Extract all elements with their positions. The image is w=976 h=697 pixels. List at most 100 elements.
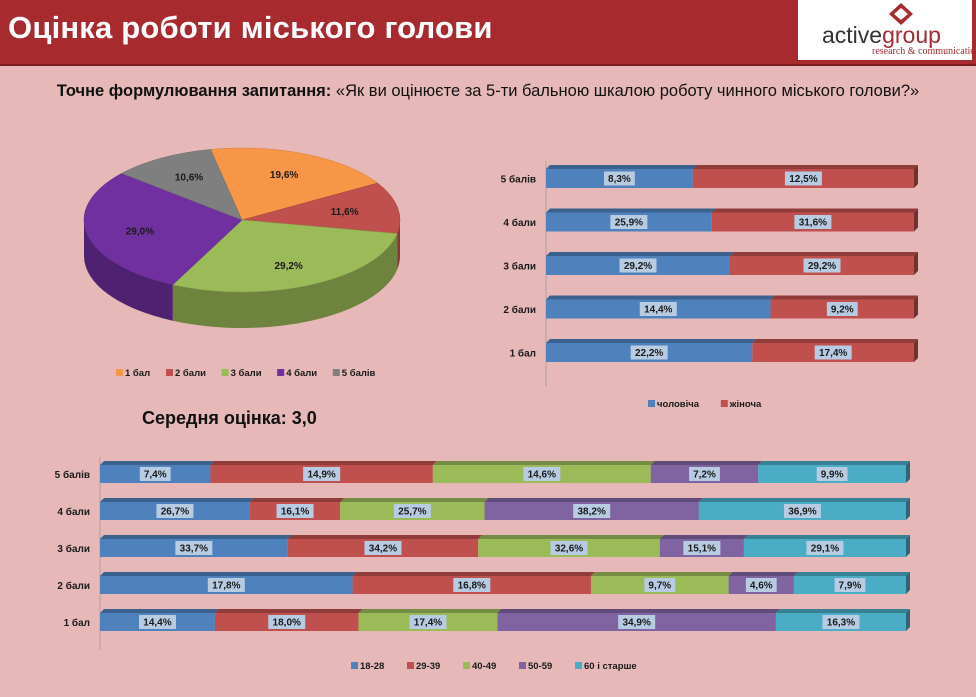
bar-top-2-0 (546, 252, 734, 256)
bar-end-0 (914, 165, 918, 188)
bar-value-label-4-2-bg (409, 615, 447, 629)
bar-end-0 (906, 461, 910, 483)
legend-swatch-3 (519, 662, 526, 669)
pie-value-label-2: 29,2% (274, 261, 302, 272)
bar-value-label-2-0: 29,2% (624, 261, 652, 272)
bar-value-label-3-0: 17,8% (212, 581, 240, 592)
bar-top-2-2 (478, 535, 664, 539)
bar-top-0-2 (432, 461, 655, 465)
category-label-2: 3 бали (57, 543, 90, 555)
pie-slice-3 (83, 173, 243, 285)
bar-value-label-3-1-bg (453, 578, 491, 592)
legend-label-3: 50-59 (528, 661, 552, 672)
bar-value-label-2-1: 29,2% (808, 261, 836, 272)
bar-value-label-3-2-bg (644, 578, 676, 592)
question-text: Точне формулювання запитання: «Як ви оці… (20, 80, 956, 102)
legend-label-1: жіноча (729, 399, 762, 410)
bar-value-label-4-1-bg (814, 345, 852, 360)
category-label-3: 2 бали (57, 580, 90, 592)
page-title: Оцінка роботи міського голови (8, 10, 493, 45)
legend-label-0: 18-28 (360, 661, 384, 672)
bar-value-label-0-0: 7,4% (144, 470, 167, 481)
bar-end-4 (906, 609, 910, 631)
bar-value-label-3-1: 16,8% (458, 581, 486, 592)
legend-label-2: 40-49 (472, 661, 496, 672)
pie-slice-4 (121, 149, 243, 221)
bar-top-4-2 (358, 609, 502, 613)
bar-value-label-1-1: 31,6% (799, 218, 827, 229)
bar-value-label-3-0-bg (207, 578, 245, 592)
bar-value-label-0-2-bg (523, 467, 561, 481)
bar-value-label-2-0-bg (619, 258, 657, 273)
category-label-0: 5 балів (55, 469, 90, 481)
bar-value-label-1-3-bg (573, 504, 611, 518)
bar-top-1-0 (546, 208, 716, 213)
bar-value-label-2-1-bg (803, 258, 841, 273)
bar-value-label-3-4: 7,9% (839, 581, 862, 592)
bar-value-label-1-1: 16,1% (281, 507, 309, 518)
bar-value-label-3-2: 9,7% (648, 581, 671, 592)
bar-value-label-0-0-bg (604, 171, 635, 186)
bar-value-label-4-0-bg (630, 345, 668, 360)
bar-value-label-3-1: 9,2% (831, 305, 854, 316)
bar-top-0-1 (210, 461, 437, 465)
bar-value-label-2-4: 29,1% (811, 544, 839, 555)
bar-top-1-1 (249, 498, 345, 502)
pie-legend-label-2: 3 бали (231, 368, 262, 379)
pie-value-label-1: 11,6% (331, 207, 359, 218)
bar-value-label-1-0: 25,9% (615, 218, 643, 229)
bar-value-label-0-2: 14,6% (528, 470, 556, 481)
bar-top-0-3 (650, 461, 763, 465)
bar-top-2-1 (730, 252, 918, 256)
bar-value-label-4-0-bg (138, 615, 176, 629)
legend-label-4: 60 і старше (584, 661, 637, 672)
legend-swatch-2 (463, 662, 470, 669)
bar-value-label-0-3-bg (689, 467, 720, 481)
bar-end-4 (914, 339, 918, 362)
category-label-0: 5 балів (501, 174, 536, 186)
legend-swatch-1 (720, 400, 728, 407)
legend-label-1: 29-39 (416, 661, 440, 672)
bar-top-4-1 (752, 339, 918, 343)
bar-value-label-3-4-bg (834, 578, 866, 592)
bar-top-4-1 (214, 609, 363, 613)
bar-end-2 (906, 535, 910, 557)
age-bar-chart: 5 балів 7,4% 14,9% 14,6% 7,2% 9,9% 4 бали 26,7%… (55, 457, 910, 672)
category-label-1: 4 бали (57, 506, 90, 518)
bar-top-0-0 (546, 165, 697, 169)
bar-top-3-4 (793, 572, 910, 576)
bar-value-label-2-1-bg (364, 541, 402, 555)
title-bar: Оцінка роботи міського голови activegrou… (0, 0, 976, 66)
bar-end-1 (914, 208, 918, 232)
bar-top-1-1 (711, 208, 918, 213)
category-label-3: 2 бали (503, 304, 536, 316)
bar-top-3-3 (728, 572, 798, 576)
bar-top-3-1 (770, 295, 918, 300)
bar-value-label-1-0-bg (610, 215, 648, 229)
pie-slice-side-2-0 (172, 233, 398, 328)
pie-value-label-4: 10,6% (175, 173, 203, 184)
logo: activegroup research & communications (798, 0, 976, 60)
pie-legend-swatch-1 (166, 369, 173, 376)
bar-value-label-0-1: 12,5% (789, 174, 817, 185)
legend-swatch-4 (575, 662, 582, 669)
bar-value-label-2-1: 34,2% (369, 544, 397, 555)
bar-value-label-4-0: 14,4% (143, 618, 171, 629)
bar-top-3-1 (352, 572, 595, 576)
bar-top-1-2 (340, 498, 489, 502)
bar-top-2-3 (659, 535, 748, 539)
bar-value-label-0-3: 7,2% (693, 470, 716, 481)
bar-value-label-1-3: 38,2% (578, 507, 606, 518)
legend-swatch-1 (407, 662, 414, 669)
bar-top-1-4 (698, 498, 910, 502)
bar-top-4-0 (100, 609, 219, 613)
average-score: Середня оцінка: 3,0 (142, 408, 317, 428)
bar-value-label-2-0-bg (175, 541, 213, 555)
bar-value-label-1-1-bg (794, 215, 832, 229)
bar-value-label-1-4-bg (783, 504, 821, 518)
pie-legend-label-1: 2 бали (175, 368, 206, 379)
bar-value-label-3-1-bg (826, 302, 858, 316)
bar-value-label-0-0-bg (139, 467, 171, 481)
logo-word-main: active (822, 22, 883, 48)
bar-value-label-4-1: 17,4% (819, 348, 847, 359)
